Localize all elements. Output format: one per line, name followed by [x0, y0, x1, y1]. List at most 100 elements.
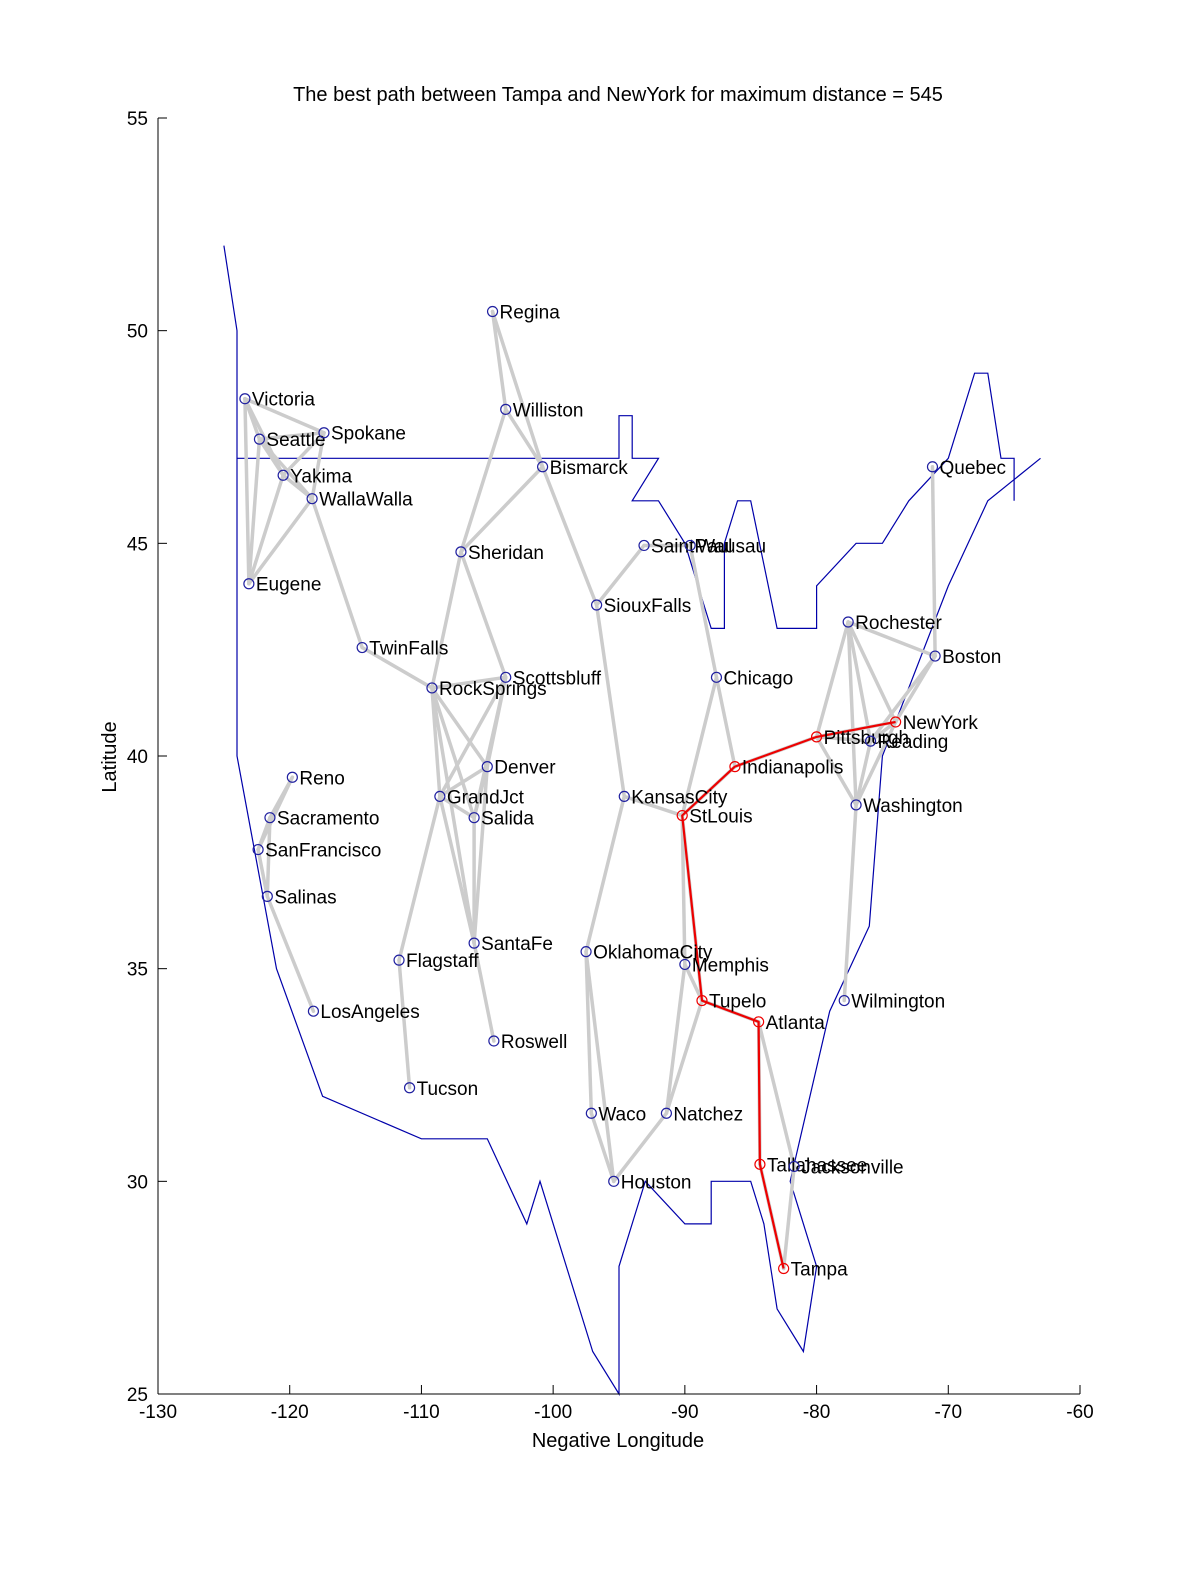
city-label-Williston: Williston	[513, 400, 584, 421]
edge-Spokane-Yakima	[281, 430, 326, 478]
edge-Jacksonville-Tampa	[781, 1164, 796, 1271]
edge-Bismarck-Sheridan	[459, 465, 545, 554]
edge-Williston-Bismarck	[503, 407, 545, 469]
edge-Victoria-Spokane	[243, 396, 326, 435]
edge-Bismarck-SiouxFalls	[540, 465, 599, 607]
edge-Salinas-LosAngeles	[265, 894, 316, 1013]
city-marker-SiouxFalls	[591, 599, 603, 611]
edge-Scottsbluff-GrandJct	[438, 675, 508, 799]
city-marker-SantaFe	[468, 937, 480, 949]
city-label-Jacksonville: Jacksonville	[801, 1157, 903, 1178]
city-marker-Salida	[468, 812, 480, 824]
x-tick-label: -70	[935, 1402, 962, 1423]
y-tick-label: 50	[127, 322, 148, 343]
edge-Reading-Washington	[854, 739, 873, 807]
edge-KansasCity-StLouis	[622, 794, 684, 818]
city-label-Natchez: Natchez	[673, 1104, 743, 1125]
city-label-OklahomaCity: OklahomaCity	[593, 943, 713, 964]
city-marker-GrandJct	[434, 790, 446, 803]
city-label-Houston: Houston	[621, 1172, 692, 1193]
city-label-SantaFe: SantaFe	[481, 934, 553, 955]
y-axis-label: Latitude	[99, 721, 121, 792]
city-marker-Yakima	[277, 469, 289, 481]
city-label-KansasCity: KansasCity	[631, 787, 728, 808]
edge-TwinFalls-RockSprings	[360, 645, 434, 690]
edge-Memphis-Tupelo	[683, 962, 704, 1003]
city-marker-Seattle	[253, 433, 266, 445]
city-label-Sheridan: Sheridan	[468, 543, 544, 564]
city-label-Eugene: Eugene	[256, 575, 322, 596]
edge-Rochester-Boston	[846, 620, 937, 658]
edge-Regina-Bismarck	[490, 309, 545, 469]
y-tick-label: 30	[127, 1172, 148, 1193]
edge-RockSprings-Scottsbluff	[430, 675, 508, 690]
city-marker-Wilmington	[838, 994, 850, 1007]
city-marker-Flagstaff	[393, 954, 405, 966]
city-marker-Eugene	[243, 578, 255, 590]
city-label-Spokane: Spokane	[331, 424, 406, 445]
city-marker-SanFrancisco	[252, 843, 264, 856]
city-label-StLouis: StLouis	[689, 807, 752, 828]
edge-Sacramento-SanFrancisco	[256, 815, 272, 852]
city-marker-Washington	[850, 799, 862, 811]
city-label-Roswell: Roswell	[501, 1032, 568, 1053]
city-marker-Reading	[864, 735, 877, 747]
x-tick-label: -120	[271, 1402, 309, 1423]
city-marker-Reno	[286, 771, 298, 783]
edge-Washington-Wilmington	[842, 803, 858, 1003]
y-tick-label: 45	[127, 534, 148, 555]
city-label-Waco: Waco	[598, 1104, 646, 1125]
city-marker-Victoria	[239, 393, 251, 405]
city-label-Yakima: Yakima	[290, 466, 352, 487]
city-marker-Tallahassee	[754, 1158, 766, 1170]
city-marker-Memphis	[679, 958, 691, 971]
city-marker-OklahomaCity	[580, 946, 592, 958]
city-label-Memphis: Memphis	[692, 955, 769, 976]
city-label-Regina: Regina	[500, 303, 561, 324]
edge-Atlanta-Jacksonville	[756, 1020, 796, 1169]
city-marker-Waco	[585, 1107, 597, 1119]
edge-SaintPaul-SiouxFalls	[594, 543, 646, 607]
city-marker-Regina	[486, 305, 499, 318]
city-marker-Indianapolis	[729, 761, 741, 773]
city-label-WallaWalla: WallaWalla	[319, 490, 413, 511]
y-tick-label: 35	[127, 960, 148, 981]
city-marker-Salinas	[261, 890, 273, 902]
city-label-Flagstaff: Flagstaff	[406, 951, 479, 972]
edge-Boston-Quebec	[930, 465, 937, 658]
y-tick-label: 55	[127, 109, 148, 130]
city-marker-Quebec	[926, 461, 939, 473]
x-tick-label: -100	[534, 1402, 572, 1423]
edge-Seattle-Spokane	[257, 430, 326, 441]
city-marker-Roswell	[488, 1035, 500, 1047]
city-marker-LosAngeles	[307, 1005, 320, 1017]
city-marker-Denver	[481, 761, 493, 773]
chart-title: The best path between Tampa and NewYork …	[293, 84, 943, 106]
city-marker-Jacksonville	[788, 1160, 800, 1173]
y-tick-label: 40	[127, 747, 148, 768]
city-label-Reading: Reading	[878, 732, 949, 753]
edge-GrandJct-Salida	[438, 794, 476, 820]
coastline-outline	[223, 245, 1041, 1397]
edge-Seattle-WallaWalla	[257, 437, 314, 501]
edge-Chicago-Indianapolis	[714, 675, 737, 769]
city-label-RockSprings: RockSprings	[439, 679, 547, 700]
city-label-Quebec: Quebec	[939, 458, 1006, 479]
edge-WallaWalla-TwinFalls	[310, 496, 364, 650]
edge-KansasCity-OklahomaCity	[584, 794, 627, 954]
city-label-SaintPaul: SaintPaul	[651, 536, 732, 557]
edge-Pittsburgh-Reading	[814, 735, 873, 743]
city-label-Rochester: Rochester	[855, 613, 942, 634]
city-label-Salida: Salida	[481, 809, 534, 830]
edge-Houston-Natchez	[611, 1111, 669, 1184]
edge-RockSprings-Salida	[430, 686, 476, 820]
x-tick-label: -60	[1066, 1402, 1093, 1423]
city-marker-Scottsbluff	[500, 671, 512, 683]
city-marker-NewYork	[889, 716, 902, 728]
city-marker-Houston	[608, 1175, 620, 1187]
edge-Victoria-Eugene	[243, 396, 251, 586]
city-label-Indianapolis: Indianapolis	[742, 758, 843, 779]
city-label-Salinas: Salinas	[274, 887, 336, 908]
